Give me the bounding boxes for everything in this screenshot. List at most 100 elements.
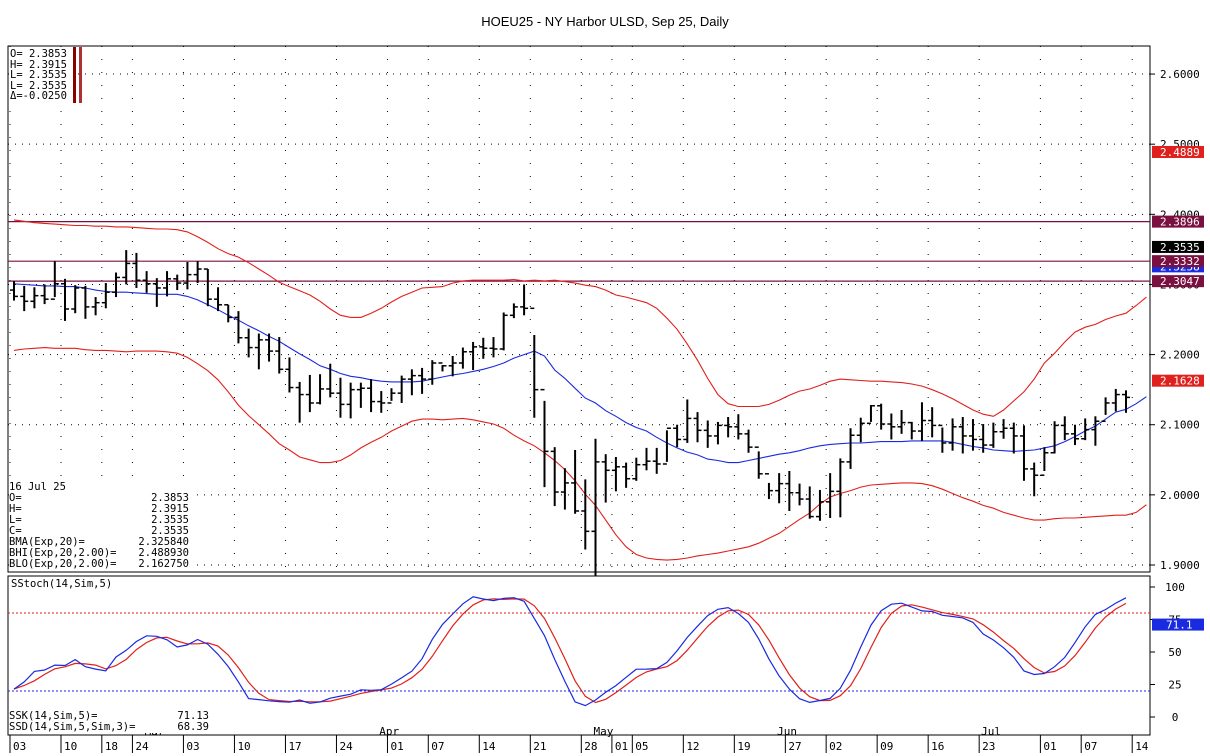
ohlc-bar	[367, 379, 376, 413]
ohlc-bar	[448, 355, 457, 377]
date-tick-label: 14	[482, 740, 496, 753]
ohlc-bar	[224, 304, 233, 323]
ohlc-bar	[662, 427, 671, 465]
price-tick-label: 2.0000	[1160, 489, 1200, 502]
band-line	[13, 347, 1147, 561]
ohlc-bar	[469, 341, 478, 371]
date-tick-label: 01	[615, 740, 628, 753]
date-tick-label: 10	[237, 740, 250, 753]
price-tick-label: 2.6000	[1160, 68, 1200, 81]
ohlc-bar	[91, 297, 100, 316]
ohlc-bar	[826, 473, 835, 518]
chart-frame	[7, 45, 1151, 736]
date-tick-label: 01	[1043, 740, 1056, 753]
ohlc-bar	[795, 483, 804, 506]
ohlc-bar	[305, 374, 314, 413]
ohlc-bar	[254, 333, 263, 370]
ohlc-line: L= 2.3535	[10, 79, 67, 92]
ohlc-bar	[346, 382, 355, 419]
ohlc-bar	[754, 446, 763, 479]
stoch-tag-label: 71.1	[1166, 619, 1193, 632]
ohlc-bar	[71, 285, 80, 314]
date-tick-label: 19	[737, 740, 750, 753]
ohlc-bar	[10, 280, 18, 301]
ohlc-bar	[836, 458, 845, 518]
ohlc-bar	[907, 421, 916, 440]
date-tick-label: 03	[13, 740, 26, 753]
ohlc-bar	[387, 388, 396, 404]
ohlc-bar	[61, 278, 70, 321]
ohlc-bar	[877, 403, 886, 430]
ohlc-bar	[520, 284, 529, 316]
ohlc-bar	[50, 261, 59, 300]
month-label: Jul	[981, 725, 1001, 738]
ohlc-bar	[234, 311, 243, 344]
ohlc-bar	[193, 261, 202, 284]
ohlc-bar	[122, 250, 131, 285]
ohlc-bar	[897, 409, 906, 434]
ohlc-bar	[989, 422, 998, 448]
price-tag-bg	[1152, 215, 1204, 228]
price-tag-h1: 2.3896	[1152, 215, 1204, 229]
ohlc-bar	[856, 417, 865, 443]
bollinger-bands	[13, 219, 1147, 561]
ohlc-bar	[581, 479, 590, 550]
ohlc-bar	[1009, 422, 1018, 454]
ssk-label: SSK(14,Sim,5)=	[9, 710, 98, 722]
ohlc-bar	[805, 486, 814, 519]
ohlc-bar	[40, 284, 49, 305]
ohlc-bar	[1019, 425, 1028, 481]
ohlc-bar	[1091, 416, 1100, 446]
band-line	[13, 219, 1147, 417]
ohlc-bar	[642, 447, 651, 471]
date-tick-label: 21	[533, 740, 546, 753]
date-tick-label: 24	[135, 740, 149, 753]
date-tick-label: 27	[788, 740, 801, 753]
info-row: BHI(Exp,20,2.00)= 2.488930	[9, 547, 189, 559]
date-tick-label: 10	[64, 740, 77, 753]
ohlc-bar	[1070, 424, 1079, 446]
ohlc-bar	[112, 272, 121, 298]
ohlc-bar	[652, 447, 661, 474]
ohlc-bar	[917, 402, 926, 441]
ohlc-bar	[418, 367, 427, 394]
info-row: L= 2.3535	[9, 514, 189, 526]
ohlc-bar	[203, 268, 212, 307]
ohlc-bar	[438, 362, 447, 372]
stoch-title: SStoch(14,Sim,5)	[11, 578, 116, 590]
price-tags: 2.48892.38962.35352.32582.33322.30472.16…	[1152, 145, 1204, 388]
ohlc-bar	[132, 252, 141, 288]
price-tick-label: 2.2000	[1160, 349, 1200, 362]
date-tick-label: 12	[686, 740, 699, 753]
ohlc-bar	[703, 420, 712, 448]
date-axis: 03 10 18 24 03 10 17 24 01 07 14 21 28 01 05 12 19 27 02 09…	[9, 725, 1149, 753]
date-tick-label: 03	[186, 740, 199, 753]
ohlc-bar	[316, 374, 325, 405]
stoch-tick-label: 0	[1172, 711, 1179, 724]
ohlc-bar	[846, 428, 855, 469]
ohlc-bar	[101, 283, 110, 309]
stoch-tick-label: 100	[1165, 581, 1185, 594]
ohlc-bar	[591, 438, 600, 576]
date-tick-label: 23	[982, 740, 995, 753]
stoch-tick-label: 25	[1168, 679, 1181, 692]
ohlc-bar	[20, 285, 29, 312]
ohlc-bar	[683, 399, 692, 443]
ohlc-bar	[866, 405, 875, 425]
price-tick-label: 2.1000	[1160, 419, 1200, 432]
ohlc-bar	[764, 473, 773, 500]
ohlc-bar	[601, 454, 610, 503]
ohlc-bar	[173, 274, 182, 291]
ohlc-bar	[724, 417, 733, 438]
month-label: May	[594, 725, 614, 738]
price-tag-label: 2.4889	[1160, 146, 1200, 159]
ohlc-line: L= 2.3535	[10, 69, 67, 81]
date-tick-label: 17	[288, 740, 301, 753]
price-tag-label: 2.3332	[1160, 255, 1200, 268]
ohlc-line: Δ=-0.0250	[10, 90, 67, 102]
ohlc-bar	[489, 337, 498, 358]
ohlc-bar	[1030, 462, 1039, 497]
ohlc-bar	[948, 418, 957, 451]
ohlc-bar	[775, 473, 784, 504]
